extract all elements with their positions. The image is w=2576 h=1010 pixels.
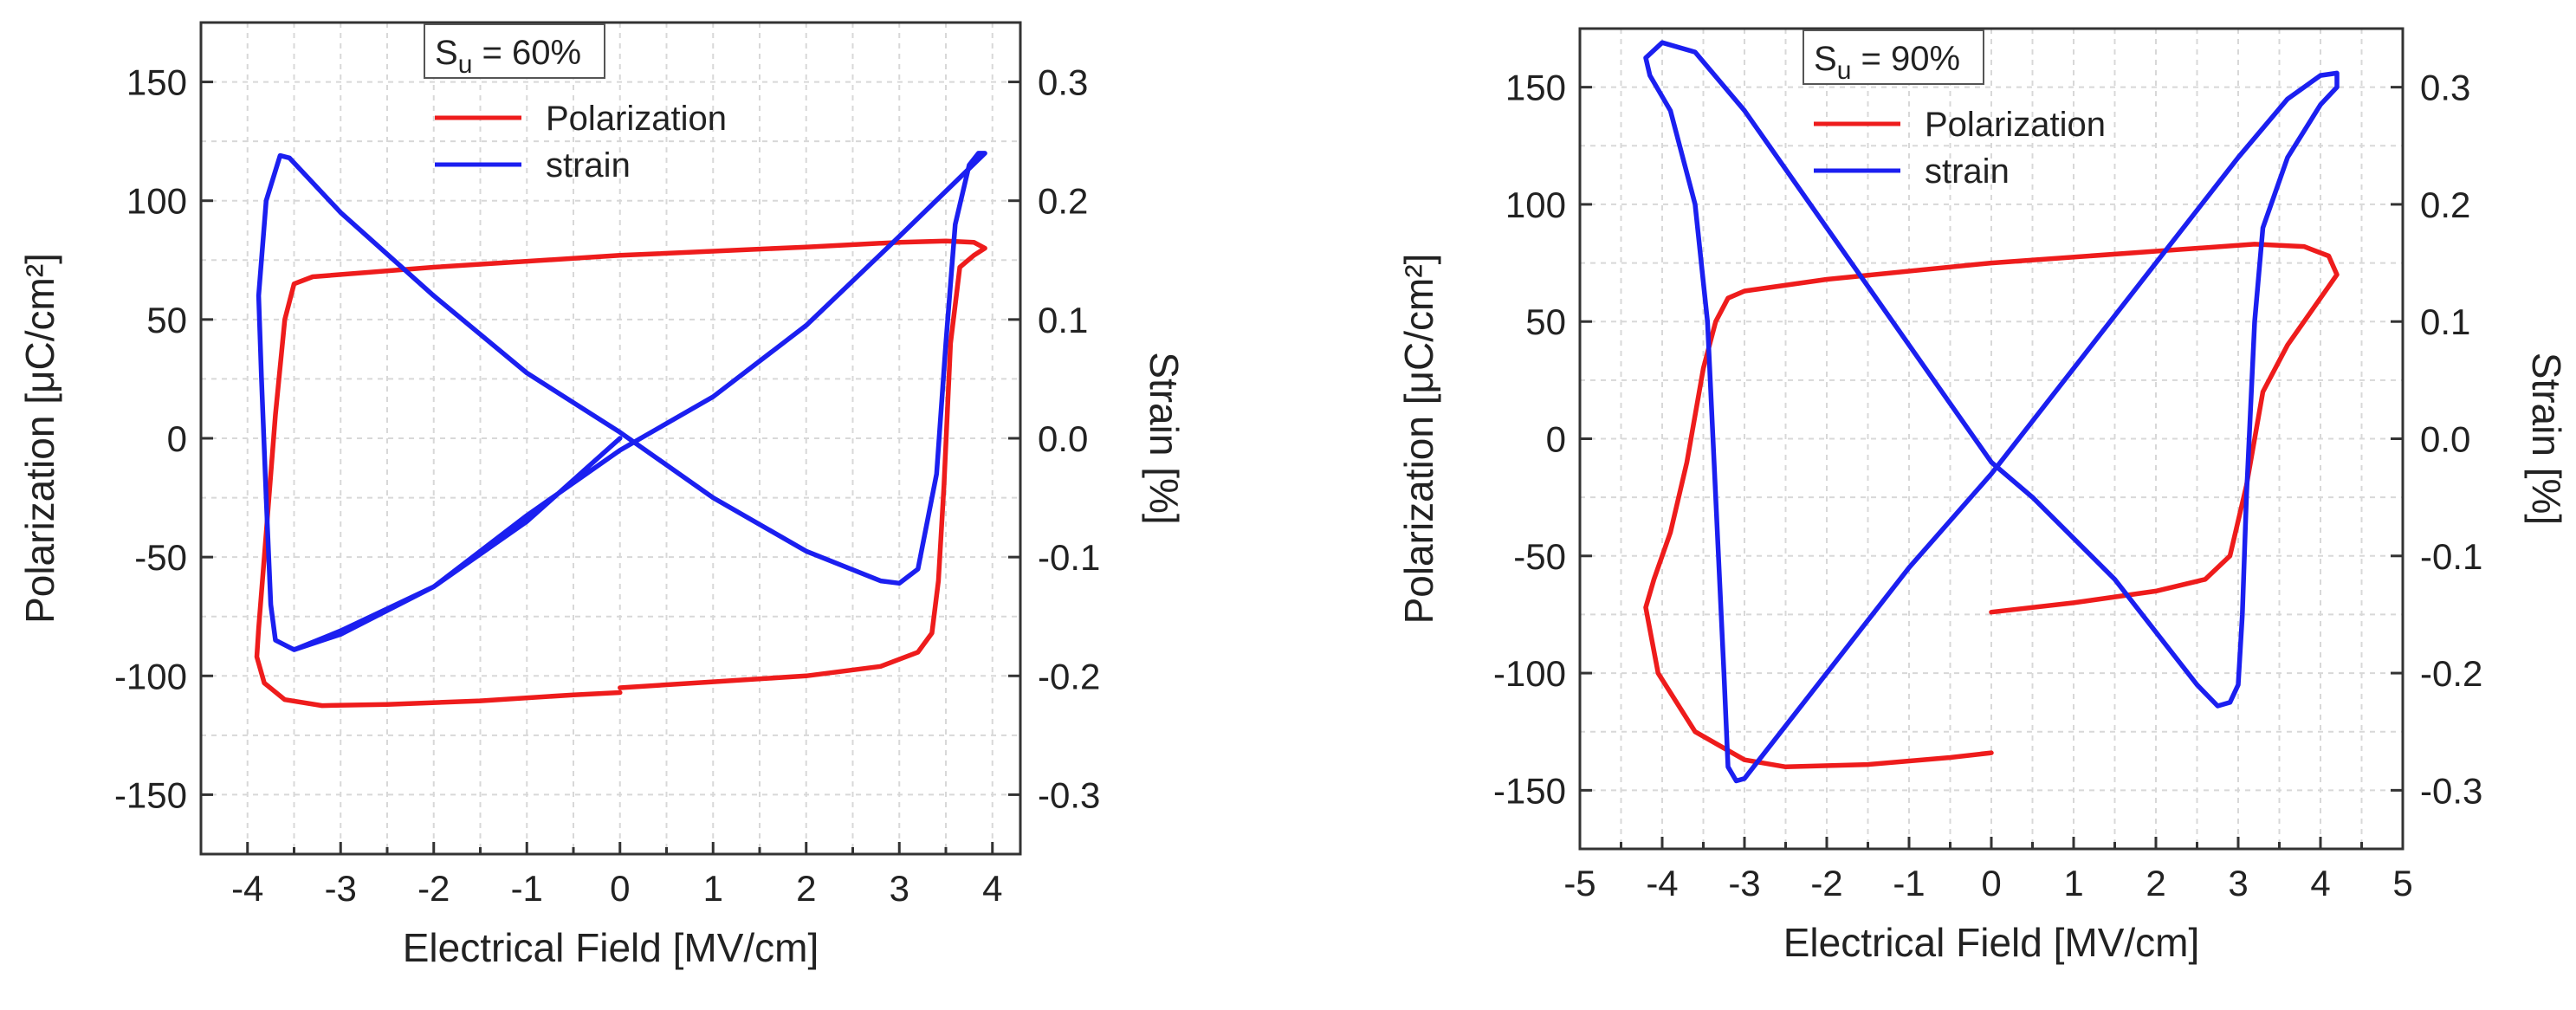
x-tick-label: 1 [703, 868, 723, 909]
y-tick-label: 150 [1505, 68, 1566, 108]
x-axis: -5 -4 -3 -2 -1 0 1 2 3 4 5 [1563, 837, 2413, 903]
x-tick-label: 5 [2392, 863, 2412, 903]
y-tick-label: 100 [126, 181, 187, 222]
legend-label-strain: strain [1925, 152, 2010, 191]
y-tick-label: -150 [114, 774, 187, 815]
y-tick-label: 0 [167, 418, 187, 459]
polarization-curve [254, 238, 987, 709]
x-tick-label: -5 [1563, 863, 1595, 903]
y2-tick-label: 0.1 [2420, 301, 2470, 342]
x-axis-title: Electrical Field [MV/cm] [1783, 920, 2200, 965]
y2-axis-title: Strain [%] [1142, 352, 1187, 524]
strain-curve [256, 151, 987, 652]
chart-su-90: -5 -4 -3 -2 -1 0 1 2 3 4 5 150 100 50 0 -50 -100 -150 0.… [1396, 27, 2569, 965]
legend: Su = 60% Polarization strain [424, 23, 727, 185]
y2-tick-label: -0.2 [2420, 653, 2482, 694]
y-tick-label: 50 [146, 300, 187, 340]
y2-tick-label: 0.0 [1038, 418, 1088, 459]
y-tick-label: 100 [1505, 185, 1566, 225]
legend: Su = 90% Polarization strain [1803, 29, 2106, 191]
x-tick-label: -2 [1810, 863, 1842, 903]
y2-tick-label: 0.2 [1038, 181, 1088, 222]
y-tick-label: 0 [1546, 419, 1566, 460]
y-axis-right: 0.3 0.2 0.1 0.0 -0.1 -0.2 -0.3 [1008, 62, 1100, 815]
y-tick-label: -150 [1493, 770, 1566, 811]
y2-tick-label: 0.0 [2420, 419, 2470, 460]
y-tick-label: -100 [1493, 653, 1566, 694]
legend-label-polarization: Polarization [1925, 106, 2106, 144]
y2-axis-title: Strain [%] [2524, 353, 2569, 525]
y-tick-label: -50 [1513, 536, 1566, 577]
y2-tick-label: -0.2 [1038, 656, 1100, 696]
y2-tick-label: 0.1 [1038, 300, 1088, 340]
legend-box [424, 23, 605, 79]
x-tick-label: 2 [796, 868, 816, 909]
legend-title: Su = 60% [435, 34, 581, 79]
x-axis: -4 -3 -2 -1 0 1 2 3 4 [199, 842, 1002, 909]
y2-tick-label: -0.1 [1038, 537, 1100, 578]
y-tick-label: 150 [126, 62, 187, 103]
x-tick-label: -1 [1893, 863, 1925, 903]
x-tick-label: 4 [982, 868, 1002, 909]
x-tick-label: -3 [1728, 863, 1760, 903]
strain-curve [1643, 40, 2340, 784]
y-axis-title: Polarization [μC/cm²] [1396, 254, 1441, 625]
legend-box [1803, 29, 1984, 85]
y2-tick-label: -0.3 [1038, 774, 1100, 815]
x-tick-label: -4 [231, 868, 263, 909]
legend-title-sub: u [1837, 56, 1852, 85]
y2-tick-label: 0.2 [2420, 185, 2470, 225]
x-tick-label: -2 [417, 868, 450, 909]
y-axis-left: 150 100 50 0 -50 -100 -150 [1493, 68, 1592, 811]
y-axis-title: Polarization [μC/cm²] [17, 253, 62, 624]
x-axis-title: Electrical Field [MV/cm] [403, 925, 819, 970]
legend-title-main: S [1814, 40, 1837, 78]
y-tick-label: -50 [134, 537, 187, 578]
y2-tick-label: 0.3 [1038, 62, 1088, 103]
x-tick-label: 3 [890, 868, 909, 909]
legend-title-rest: = 60% [472, 34, 581, 72]
y-axis-right: 0.3 0.2 0.1 0.0 -0.1 -0.2 -0.3 [2391, 68, 2482, 811]
y-tick-label: -100 [114, 656, 187, 696]
y-tick-label: 50 [1525, 301, 1566, 342]
x-tick-label: -1 [511, 868, 543, 909]
legend-label-strain: strain [546, 146, 631, 185]
x-tick-label: 4 [2310, 863, 2330, 903]
legend-label-polarization: Polarization [546, 100, 727, 138]
legend-title: Su = 90% [1814, 40, 1960, 85]
y2-tick-label: -0.3 [2420, 770, 2482, 811]
y-axis-left: 150 100 50 0 -50 -100 -150 [114, 62, 213, 815]
x-tick-label: -3 [325, 868, 357, 909]
x-tick-label: 2 [2146, 863, 2165, 903]
legend-title-main: S [435, 34, 458, 72]
y2-tick-label: 0.3 [2420, 68, 2470, 108]
x-tick-label: -4 [1646, 863, 1678, 903]
x-tick-label: 3 [2228, 863, 2248, 903]
y2-tick-label: -0.1 [2420, 536, 2482, 577]
legend-title-rest: = 90% [1851, 40, 1960, 78]
x-tick-label: 0 [610, 868, 630, 909]
x-tick-label: 0 [1981, 863, 2001, 903]
x-tick-label: 1 [2063, 863, 2083, 903]
legend-title-sub: u [458, 50, 473, 79]
